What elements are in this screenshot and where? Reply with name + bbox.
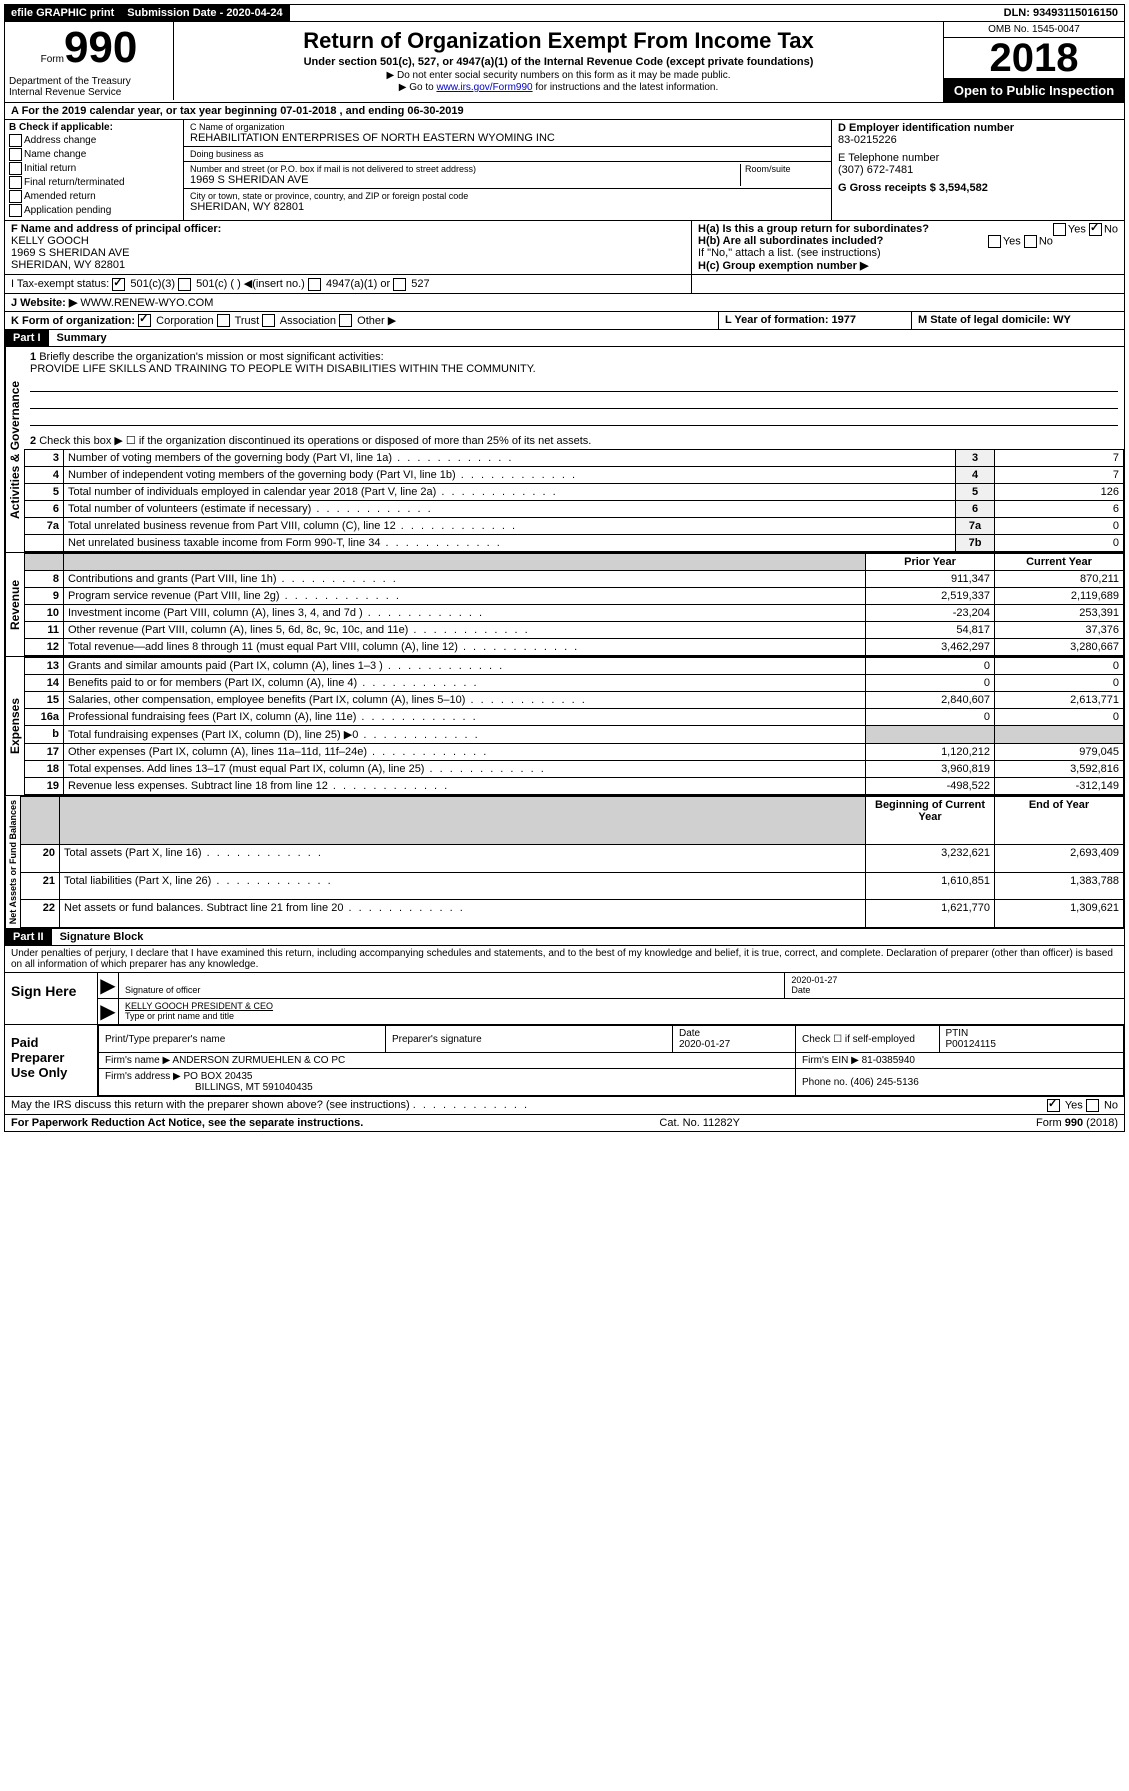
firm-ein: Firm's EIN ▶ 81-0385940 <box>796 1053 1124 1069</box>
org-name: REHABILITATION ENTERPRISES OF NORTH EAST… <box>190 132 825 144</box>
footer: For Paperwork Reduction Act Notice, see … <box>4 1115 1125 1132</box>
cb-final-return[interactable]: Final return/terminated <box>9 176 179 189</box>
open-public-badge: Open to Public Inspection <box>944 79 1124 102</box>
form-number-box: Form990 <box>5 22 174 74</box>
cb-discuss-yes[interactable] <box>1047 1099 1060 1112</box>
part-2-header: Part II Signature Block <box>4 929 1125 946</box>
hint-ssn: ▶ Do not enter social security numbers o… <box>178 70 939 81</box>
identity-section: B Check if applicable: Address change Na… <box>4 120 1125 221</box>
row-a-tax-year: A For the 2019 calendar year, or tax yea… <box>4 103 1125 120</box>
gross-receipts: G Gross receipts $ 3,594,582 <box>838 182 988 194</box>
cb-name-change[interactable]: Name change <box>9 148 179 161</box>
officer-name: KELLY GOOCH <box>11 235 89 247</box>
efile-button[interactable]: efile GRAPHIC print <box>5 5 121 21</box>
discuss-row: May the IRS discuss this return with the… <box>4 1097 1125 1115</box>
ein: 83-0215226 <box>838 134 897 146</box>
ptin: P00124115 <box>946 1039 996 1050</box>
year-formation: L Year of formation: 1977 <box>719 312 912 330</box>
form-header: Form990 Department of the Treasury Inter… <box>4 22 1125 103</box>
label-revenue: Revenue <box>5 553 24 656</box>
cb-app-pending[interactable]: Application pending <box>9 204 179 217</box>
col-d-ein: D Employer identification number 83-0215… <box>832 120 1124 220</box>
cb-address-change[interactable]: Address change <box>9 134 179 147</box>
mission-text: PROVIDE LIFE SKILLS AND TRAINING TO PEOP… <box>30 363 536 375</box>
col-c-org-info: C Name of organization REHABILITATION EN… <box>184 120 832 220</box>
firm-phone: Phone no. (406) 245-5136 <box>796 1069 1124 1096</box>
governance-table: 3Number of voting members of the governi… <box>24 449 1124 552</box>
row-j-website: J Website: ▶ WWW.RENEW-WYO.COM <box>4 294 1125 312</box>
label-expenses: Expenses <box>5 657 24 795</box>
cb-corporation[interactable] <box>138 314 151 327</box>
row-i-tax-status: I Tax-exempt status: 501(c)(3) 501(c) ( … <box>4 275 1125 294</box>
revenue-table: Prior YearCurrent Year8Contributions and… <box>24 553 1124 656</box>
cb-amended[interactable]: Amended return <box>9 190 179 203</box>
row-f-h: F Name and address of principal officer:… <box>4 221 1125 275</box>
tax-year: 2018 <box>944 38 1124 79</box>
hint-link: ▶ Go to www.irs.gov/Form990 for instruct… <box>178 82 939 93</box>
submission-date: Submission Date - 2020-04-24 <box>121 5 289 21</box>
perjury-declaration: Under penalties of perjury, I declare th… <box>4 946 1125 973</box>
state-domicile: M State of legal domicile: WY <box>912 312 1124 330</box>
col-b-checkboxes: B Check if applicable: Address change Na… <box>5 120 184 220</box>
website: WWW.RENEW-WYO.COM <box>80 297 213 309</box>
row-k-form-org: K Form of organization: Corporation Trus… <box>4 312 1125 331</box>
label-net-assets: Net Assets or Fund Balances <box>5 796 20 928</box>
cb-initial-return[interactable]: Initial return <box>9 162 179 175</box>
cb-501c3[interactable] <box>112 278 125 291</box>
org-city: SHERIDAN, WY 82801 <box>190 201 825 213</box>
label-activities-governance: Activities & Governance <box>5 347 24 552</box>
irs-link[interactable]: www.irs.gov/Form990 <box>436 82 532 93</box>
paid-preparer-section: Paid Preparer Use Only Print/Type prepar… <box>4 1025 1125 1097</box>
expenses-table: 13Grants and similar amounts paid (Part … <box>24 657 1124 795</box>
dln: DLN: 93493115016150 <box>998 5 1124 21</box>
sign-here-section: Sign Here ▶ Signature of officer 2020-01… <box>4 973 1125 1025</box>
net-assets-table: Beginning of Current YearEnd of Year20To… <box>20 796 1124 928</box>
top-bar: efile GRAPHIC print Submission Date - 20… <box>4 4 1125 22</box>
department: Department of the Treasury Internal Reve… <box>5 74 174 100</box>
officer-print-name: KELLY GOOCH PRESIDENT & CEO <box>125 1001 273 1011</box>
phone: (307) 672-7481 <box>838 164 913 176</box>
form-subtitle: Under section 501(c), 527, or 4947(a)(1)… <box>178 56 939 68</box>
firm-name: ANDERSON ZURMUEHLEN & CO PC <box>172 1055 345 1066</box>
part-1-header: Part I Summary <box>4 330 1125 347</box>
form-title: Return of Organization Exempt From Incom… <box>178 28 939 54</box>
org-address: 1969 S SHERIDAN AVE <box>190 174 740 186</box>
